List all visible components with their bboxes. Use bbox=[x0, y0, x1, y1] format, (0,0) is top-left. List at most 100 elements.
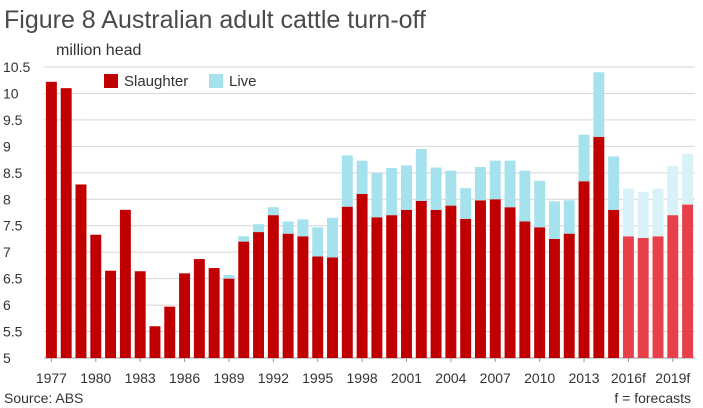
x-tick-label: 1983 bbox=[125, 370, 156, 386]
slaughter-bar bbox=[60, 88, 72, 358]
slaughter-bar bbox=[253, 232, 265, 358]
live-bar bbox=[578, 134, 590, 182]
live-bar bbox=[519, 170, 531, 222]
x-tick-label: 1980 bbox=[80, 370, 111, 386]
live-bar bbox=[548, 201, 560, 239]
y-tick-label: 6.5 bbox=[3, 271, 23, 287]
legend-label-live: Live bbox=[229, 73, 257, 90]
slaughter-bar bbox=[371, 217, 383, 358]
slaughter-bar bbox=[474, 200, 486, 358]
source-note: Source: ABS bbox=[4, 390, 84, 406]
live-bar bbox=[445, 170, 457, 206]
live-bar bbox=[312, 227, 324, 257]
x-tick-label: 2004 bbox=[435, 370, 466, 386]
slaughter-bar bbox=[578, 181, 590, 358]
x-tick-label: 2001 bbox=[391, 370, 422, 386]
slaughter-bar bbox=[193, 259, 205, 358]
slaughter-bar bbox=[282, 233, 294, 358]
slaughter-bar bbox=[223, 278, 235, 358]
slaughter-bar bbox=[297, 236, 309, 358]
slaughter-bar bbox=[563, 233, 575, 358]
y-tick-label: 9.5 bbox=[3, 112, 23, 128]
slaughter-bar bbox=[401, 209, 412, 358]
x-tick-label: 2013 bbox=[568, 370, 599, 386]
y-tick-label: 10.5 bbox=[3, 59, 30, 75]
live-bar bbox=[504, 160, 516, 208]
slaughter-bar bbox=[149, 326, 161, 358]
slaughter-bar bbox=[593, 136, 605, 358]
legend-swatch-slaughter bbox=[104, 74, 118, 88]
live-bar bbox=[386, 168, 398, 216]
x-tick-label: 1995 bbox=[302, 370, 333, 386]
slaughter-bar bbox=[548, 238, 560, 358]
x-tick-label: 1989 bbox=[213, 370, 244, 386]
slaughter-bar bbox=[119, 209, 131, 358]
x-tick-label: 1992 bbox=[258, 370, 289, 386]
slaughter-bar bbox=[90, 234, 102, 358]
x-tick-label: 2019f bbox=[655, 370, 690, 386]
live-bar bbox=[223, 274, 235, 279]
slaughter-bar bbox=[489, 199, 501, 358]
slaughter-bar bbox=[622, 236, 634, 358]
slaughter-bar bbox=[682, 204, 694, 358]
slaughter-bar bbox=[386, 215, 398, 358]
slaughter-bar bbox=[238, 241, 250, 358]
slaughter-bar bbox=[312, 256, 324, 358]
live-bar bbox=[534, 180, 546, 228]
slaughter-bar bbox=[460, 218, 472, 358]
live-bar bbox=[371, 172, 383, 218]
slaughter-bar bbox=[105, 270, 117, 358]
slaughter-bar bbox=[415, 200, 427, 358]
live-bar bbox=[460, 188, 472, 219]
live-bar bbox=[341, 155, 353, 207]
y-axis-unit-label: million head bbox=[56, 42, 142, 59]
live-bar bbox=[637, 191, 649, 238]
live-bar bbox=[401, 165, 412, 210]
y-tick-label: 5.5 bbox=[3, 324, 23, 340]
legend-swatch-live bbox=[209, 74, 223, 88]
slaughter-bar bbox=[208, 268, 220, 358]
slaughter-bar bbox=[534, 227, 546, 358]
live-bar bbox=[253, 224, 265, 233]
slaughter-bar bbox=[341, 206, 353, 358]
slaughter-bar bbox=[327, 257, 338, 358]
live-bar bbox=[282, 221, 294, 234]
x-tick-label: 1998 bbox=[347, 370, 378, 386]
slaughter-bar bbox=[267, 215, 279, 358]
slaughter-bar bbox=[608, 209, 620, 358]
live-bar bbox=[327, 217, 338, 258]
y-tick-label: 8.5 bbox=[3, 165, 23, 181]
slaughter-bar bbox=[75, 184, 87, 358]
live-bar bbox=[563, 200, 575, 234]
live-bar bbox=[593, 72, 605, 137]
live-bar bbox=[667, 165, 679, 216]
y-tick-label: 10 bbox=[3, 85, 19, 101]
slaughter-bar bbox=[652, 236, 664, 358]
slaughter-bar bbox=[356, 193, 368, 358]
x-tick-label: 2016f bbox=[611, 370, 646, 386]
slaughter-bar bbox=[179, 273, 191, 358]
live-bar bbox=[474, 166, 486, 201]
live-bar bbox=[608, 156, 620, 210]
live-bar bbox=[622, 188, 634, 237]
slaughter-bar bbox=[667, 215, 679, 358]
live-bar bbox=[682, 153, 694, 205]
live-bar bbox=[356, 160, 368, 194]
y-tick-label: 6 bbox=[3, 297, 11, 313]
live-bar bbox=[267, 207, 279, 216]
live-bar bbox=[238, 236, 250, 242]
live-bar bbox=[430, 167, 442, 210]
y-tick-label: 7 bbox=[3, 244, 11, 260]
slaughter-bar bbox=[430, 209, 442, 358]
slaughter-bar bbox=[164, 306, 176, 358]
y-tick-label: 7.5 bbox=[3, 218, 23, 234]
forecast-note: f = forecasts bbox=[614, 390, 691, 406]
live-bar bbox=[652, 188, 664, 237]
live-bar bbox=[489, 160, 501, 200]
slaughter-bar bbox=[637, 237, 649, 358]
chart-title: Figure 8 Australian adult cattle turn-of… bbox=[4, 6, 426, 34]
slaughter-bar bbox=[134, 271, 146, 358]
x-tick-label: 2010 bbox=[524, 370, 555, 386]
x-tick-label: 1986 bbox=[169, 370, 200, 386]
